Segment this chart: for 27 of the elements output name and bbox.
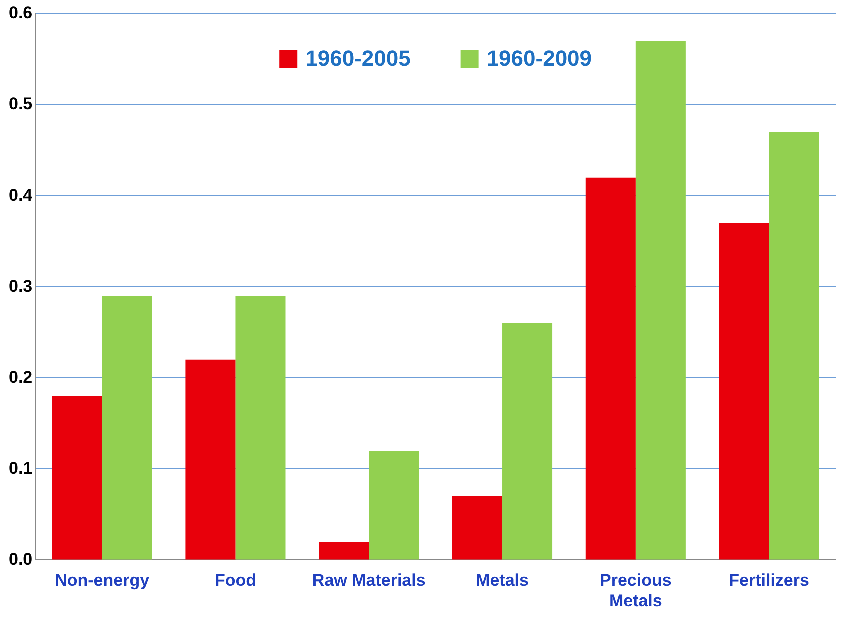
bar — [502, 324, 553, 560]
legend-label: 1960-2005 — [306, 46, 411, 72]
y-tick-label: 0.1 — [8, 458, 33, 478]
bar — [636, 41, 686, 560]
y-tick-label: 0.5 — [8, 94, 33, 114]
x-tick-label: Precious Metals — [600, 571, 672, 610]
legend-label: 1960-2009 — [486, 46, 592, 72]
x-tick-label: Metals — [476, 571, 529, 590]
y-tick-label: 0.3 — [8, 276, 33, 296]
x-tick-label: Non-energy — [55, 571, 150, 590]
bar — [586, 178, 636, 560]
bar — [236, 296, 286, 560]
bar — [452, 496, 503, 560]
bar — [719, 223, 770, 560]
y-tick-label: 0.4 — [8, 186, 34, 205]
x-tick-label: Food — [214, 571, 256, 590]
y-tick-label: 0.2 — [8, 368, 33, 387]
x-tick-label: Raw Materials — [312, 571, 426, 590]
bar — [369, 450, 420, 560]
y-tick-label: 0.0 — [8, 550, 33, 569]
bar — [769, 132, 820, 560]
bar — [102, 296, 152, 560]
x-tick-label: Fertilizers — [729, 571, 810, 590]
y-tick-label: 0.6 — [8, 4, 33, 23]
bar — [52, 396, 102, 560]
bar — [186, 360, 236, 560]
bar — [319, 542, 370, 560]
